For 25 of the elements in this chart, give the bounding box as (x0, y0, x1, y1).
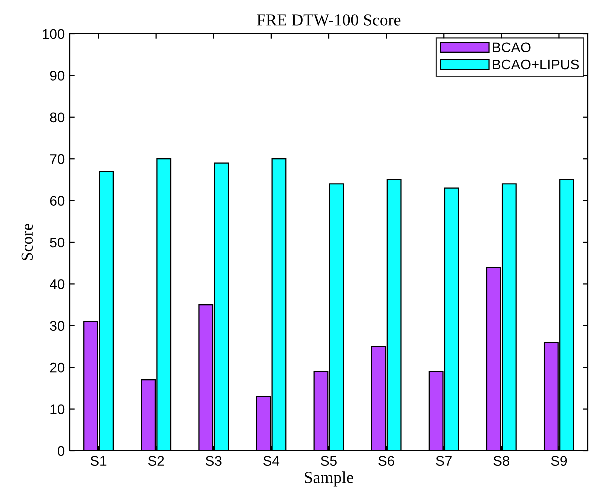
y-tick-label: 20 (50, 362, 65, 373)
y-axis-title: Score (22, 224, 34, 260)
chart-title: FRE DTW-100 Score (257, 14, 401, 26)
y-tick-label: 50 (50, 238, 65, 248)
x-tick-label: S4 (264, 456, 280, 466)
y-tick-label: 90 (50, 71, 65, 81)
y-tick-label: 100 (43, 29, 65, 40)
legend-label: BCAO+LIPUS (493, 60, 580, 70)
y-tick-label: 30 (50, 321, 65, 332)
x-tick-label: S2 (148, 456, 164, 466)
y-tick-label: 60 (50, 196, 65, 206)
x-tick-label: S8 (494, 456, 510, 466)
y-tick-label: 10 (50, 404, 65, 414)
x-tick-label: S6 (378, 456, 394, 466)
x-tick-label: S5 (321, 456, 337, 466)
y-tick-label: 40 (50, 280, 65, 290)
x-axis-title: Sample (305, 472, 354, 487)
y-tick-label: 70 (50, 154, 65, 164)
legend-label: BCAO (493, 42, 531, 53)
x-tick-label: S3 (206, 456, 222, 466)
x-tick-label: S1 (90, 456, 107, 466)
x-tick-label: S7 (436, 456, 452, 466)
y-tick-label: 80 (50, 112, 65, 123)
x-tick-label: S9 (551, 456, 568, 466)
y-tick-label: 0 (58, 446, 65, 456)
